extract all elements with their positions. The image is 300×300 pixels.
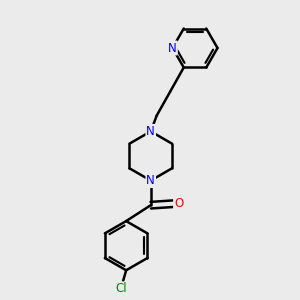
Text: N: N xyxy=(146,174,155,187)
Text: N: N xyxy=(168,41,177,55)
Text: O: O xyxy=(174,197,183,210)
Text: Cl: Cl xyxy=(116,282,127,296)
Text: N: N xyxy=(146,125,155,138)
